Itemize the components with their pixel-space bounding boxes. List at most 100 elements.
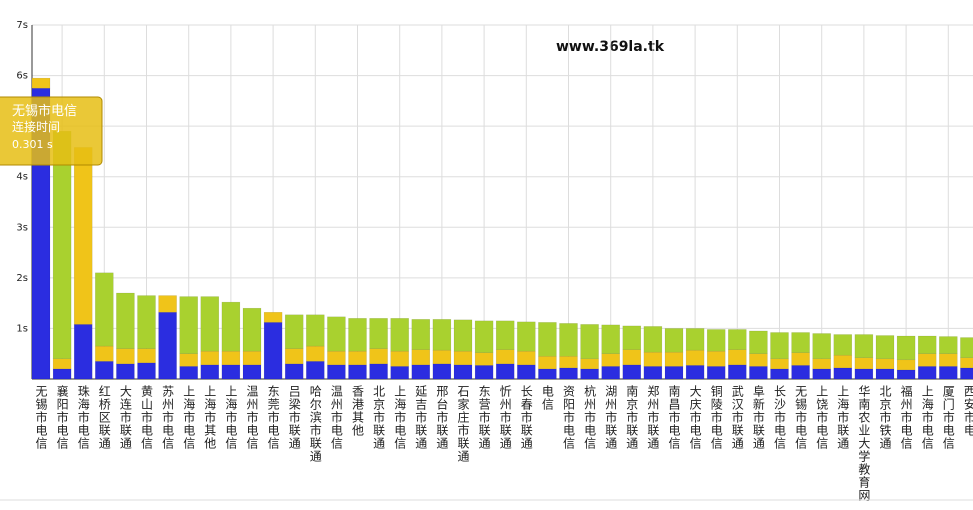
bar-segment: [875, 335, 895, 360]
bar-segment: [960, 357, 973, 369]
x-tick-label: 东莞市电信: [266, 385, 280, 450]
bar-segment: [369, 363, 388, 380]
x-tick-label: 上海市其他: [203, 385, 217, 450]
x-tick-label: 石家庄市联通: [456, 385, 470, 463]
x-tick-label: 南昌市电信: [667, 384, 681, 450]
bar-segment: [453, 319, 473, 352]
bar-segment: [601, 324, 620, 354]
x-tick-label: 大连市联通: [118, 385, 132, 450]
x-tick-label: 邢台市联通: [435, 385, 449, 450]
bar-segment: [728, 364, 747, 380]
bar-segment: [52, 368, 72, 380]
bar-segment: [116, 348, 135, 365]
bar-segment: [706, 329, 726, 352]
bar-segment: [348, 350, 367, 366]
x-tick-label: 上海市电信: [224, 385, 238, 450]
bar-segment: [559, 355, 578, 369]
bar-segment: [538, 322, 557, 357]
bar-segment: [643, 326, 663, 353]
bar-segment: [453, 350, 473, 366]
bar-segment: [685, 365, 705, 380]
bar-segment: [559, 323, 578, 357]
bar-segment: [390, 318, 409, 352]
x-tick-label: 电信: [540, 385, 554, 411]
bar-segment: [116, 363, 135, 380]
bar-segment: [939, 336, 958, 354]
bar-segment: [221, 364, 241, 380]
bar-segment: [200, 364, 220, 380]
bar-segment: [896, 335, 916, 361]
bar-segment: [601, 353, 620, 367]
bar-segment: [179, 366, 198, 380]
bar-segment: [200, 296, 220, 352]
bar-segment: [749, 330, 768, 354]
bar-segment: [411, 349, 431, 366]
bar-segment: [875, 368, 895, 380]
bar-segment: [327, 364, 346, 380]
tooltip-title: 无锡市电信: [12, 103, 77, 119]
bar-segment: [52, 358, 72, 370]
bar-segment: [875, 358, 895, 370]
bar-segment: [960, 337, 973, 359]
bar-segment: [939, 366, 958, 380]
x-tick-label: 苏州市电信: [161, 385, 175, 450]
x-tick-label: 延吉市联通: [414, 385, 428, 450]
bar-segment: [685, 349, 705, 366]
bar-segment: [833, 334, 853, 356]
tooltip-box: [0, 96, 103, 166]
bar-segment: [116, 292, 135, 349]
bar-segment: [812, 368, 831, 380]
bar-segment: [306, 314, 325, 347]
bar-segment: [770, 368, 789, 380]
bar-segment: [137, 295, 156, 349]
bar-segment: [495, 363, 515, 380]
bar-segment: [812, 358, 831, 370]
x-tick-label: 上海市联通: [836, 385, 850, 450]
bar-segment: [348, 318, 367, 352]
bar-segment: [73, 147, 93, 325]
bar-segment: [854, 368, 874, 380]
bar-segment: [749, 353, 768, 367]
bar-segment: [474, 365, 494, 380]
x-tick-label: 吕梁市联通: [287, 385, 301, 450]
bar-segment: [833, 367, 853, 380]
x-tick-label: 郑州市联通: [646, 384, 660, 450]
bar-segment: [643, 366, 663, 380]
bar-segment: [517, 321, 536, 352]
x-tick-label: 华南农业大学教育网: [857, 385, 871, 502]
bar-segment: [538, 355, 557, 370]
bar-segment: [327, 350, 346, 366]
bar-segment: [179, 296, 198, 354]
bar-segment: [137, 362, 156, 380]
x-tick-label: 长春市联通: [519, 385, 533, 450]
x-tick-label: 杭州市电信: [583, 384, 597, 450]
bar-segment: [728, 329, 747, 350]
bar-segment: [791, 352, 810, 366]
bar-segment: [706, 366, 726, 380]
bar-segment: [390, 366, 409, 380]
x-tick-label: 红桥区联通: [97, 384, 111, 450]
y-tick-label: 7s: [16, 20, 28, 31]
x-tick-label: 铜陵市电信: [709, 384, 723, 450]
bar-segment: [137, 348, 156, 364]
bar-segment: [432, 319, 452, 351]
bar-segment: [221, 350, 241, 366]
x-tick-label: 温州市电信: [329, 385, 343, 450]
bar-segment: [896, 359, 916, 371]
bar-segment: [95, 345, 114, 362]
bar-segment: [411, 319, 431, 350]
bar-segment: [432, 349, 452, 365]
bar-segment: [770, 358, 789, 370]
bar-segment: [242, 307, 262, 352]
bar-segment: [728, 349, 747, 366]
bar-segment: [348, 364, 367, 380]
bar-segment: [833, 354, 853, 369]
bar-segment: [284, 314, 304, 349]
bar-segment: [854, 334, 874, 359]
bar-segment: [664, 328, 684, 353]
tooltip-value: 0.301 s: [12, 138, 53, 151]
bar-segment: [158, 295, 177, 313]
x-tick-label: 香港其他: [351, 385, 365, 437]
